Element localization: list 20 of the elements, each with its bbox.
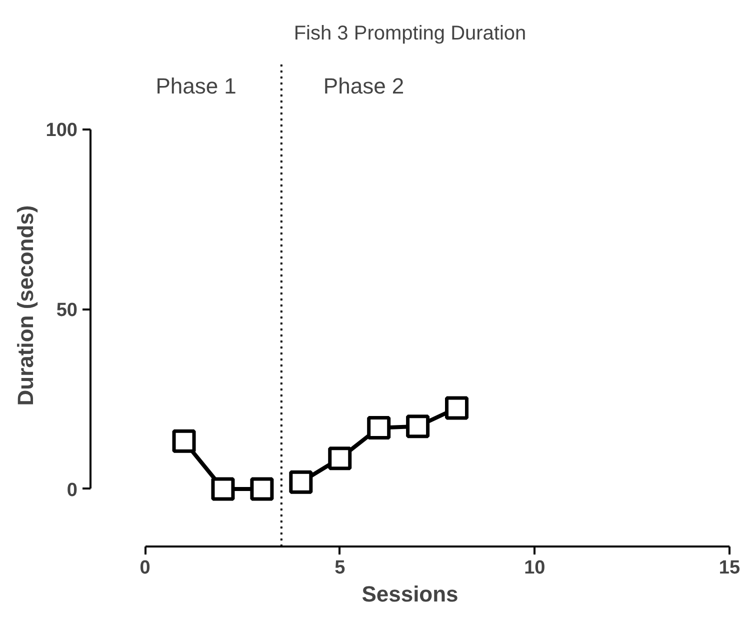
point xyxy=(172,429,196,453)
point xyxy=(445,396,469,420)
point xyxy=(211,477,235,501)
annotation: Phase 1 xyxy=(156,74,236,99)
x-tick-label: 15 xyxy=(718,558,740,578)
y-tick-label: 0 xyxy=(66,480,78,501)
point xyxy=(289,470,313,494)
point xyxy=(367,416,391,440)
y-tick-label: 50 xyxy=(56,300,78,322)
x-tick-label: 5 xyxy=(334,558,346,578)
x-tick-label: 0 xyxy=(140,558,150,578)
point xyxy=(328,446,352,470)
y-axis-title: Duration (seconds) xyxy=(12,205,38,406)
point xyxy=(406,414,430,438)
x-axis-title: Sessions xyxy=(362,582,458,606)
x-tick-label: 10 xyxy=(524,558,546,578)
point xyxy=(250,477,274,501)
y-tick-label: 100 xyxy=(46,120,78,142)
chart-title: Fish 3 Prompting Duration xyxy=(294,22,526,44)
annotation: Phase 2 xyxy=(323,74,404,99)
